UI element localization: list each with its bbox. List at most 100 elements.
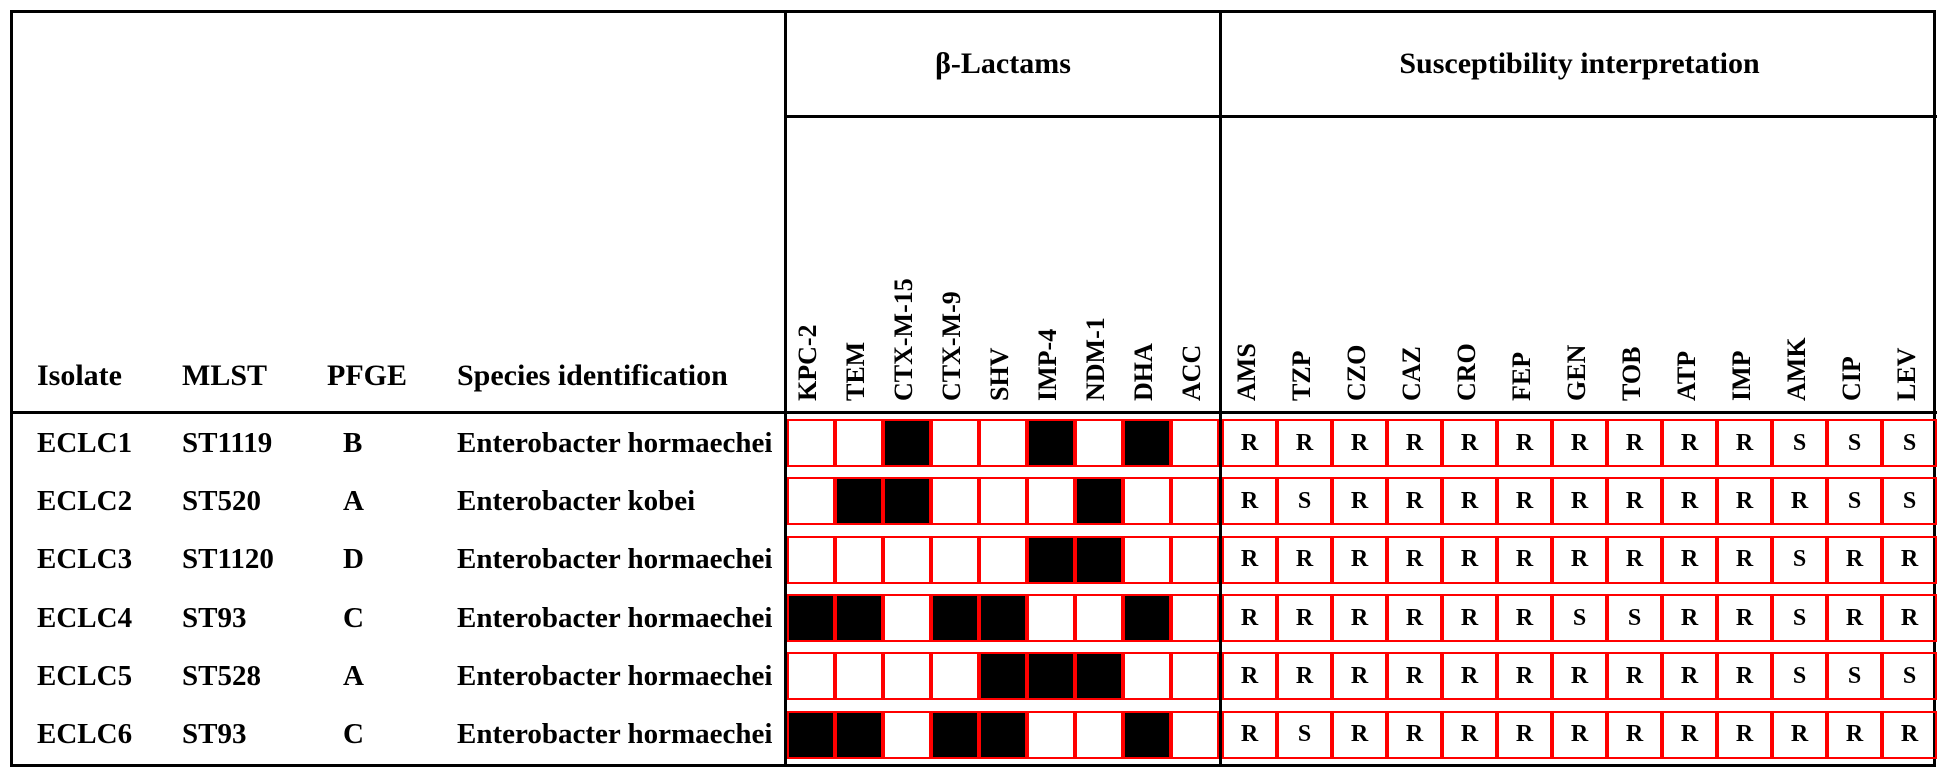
presence-cell (979, 477, 1027, 525)
susceptibility-cell: R (1882, 711, 1937, 759)
presence-cell (1171, 536, 1219, 584)
species-name: Enterobacter hormaechei (457, 602, 784, 635)
susceptibility-cell: R (1442, 594, 1497, 642)
header-mlst: MLST (182, 359, 327, 393)
mlst-value: ST93 (182, 718, 327, 751)
presence-cell (835, 536, 883, 584)
susceptibility-cell: R (1277, 594, 1332, 642)
presence-cell (835, 594, 883, 642)
presence-cell (787, 711, 835, 759)
susceptibility-title: Susceptibility interpretation (1222, 13, 1937, 118)
beta-lactam-grid (787, 414, 1219, 764)
susceptibility-cell: R (1277, 652, 1332, 700)
susceptibility-cell: R (1717, 536, 1772, 584)
presence-cell (1027, 477, 1075, 525)
susceptibility-cell: R (1332, 652, 1387, 700)
susceptibility-cell: R (1442, 419, 1497, 467)
presence-cell (1123, 536, 1171, 584)
susceptibility-cell: R (1552, 711, 1607, 759)
isolate-id: ECLC1 (37, 427, 182, 460)
mlst-value: ST93 (182, 602, 327, 635)
susceptibility-cell: R (1332, 594, 1387, 642)
left-data-area: ECLC1ST1119BEnterobacter hormaecheiECLC2… (13, 414, 784, 764)
susceptibility-cell: R (1607, 652, 1662, 700)
susceptibility-cell: R (1607, 711, 1662, 759)
isolate-id: ECLC3 (37, 543, 182, 576)
presence-cell (1123, 594, 1171, 642)
susceptibility-cell: R (1772, 477, 1827, 525)
beta-lactam-row (787, 472, 1219, 530)
susceptibility-cell: S (1772, 536, 1827, 584)
susceptibility-cell: R (1607, 477, 1662, 525)
presence-cell (1027, 594, 1075, 642)
presence-cell (1171, 711, 1219, 759)
susceptibility-cell: S (1552, 594, 1607, 642)
susceptibility-cell: R (1497, 711, 1552, 759)
column-label: KPC-2 (787, 141, 835, 401)
susceptibility-cell: R (1827, 711, 1882, 759)
susceptibility-cell: R (1387, 477, 1442, 525)
isolate-id: ECLC4 (37, 602, 182, 635)
beta-lactams-title: β-Lactams (787, 13, 1219, 118)
presence-cell (787, 536, 835, 584)
susceptibility-column-labels: AMSTZPCZOCAZCROFEPGENTOBATPIMPAMKCIPLEV (1222, 118, 1937, 414)
susceptibility-cell: R (1717, 711, 1772, 759)
table-container: Isolate MLST PFGE Species identification… (10, 10, 1936, 767)
column-label: CRO (1442, 141, 1497, 401)
beta-lactams-panel: β-Lactams KPC-2TEMCTX-M-15CTX-M-9SHVIMP-… (787, 13, 1222, 764)
susceptibility-cell: R (1662, 711, 1717, 759)
susceptibility-cell: R (1442, 536, 1497, 584)
susceptibility-row: RSRRRRRRRRRRR (1222, 706, 1937, 764)
mlst-value: ST1119 (182, 427, 327, 460)
susceptibility-cell: R (1387, 652, 1442, 700)
pfge-value: C (327, 602, 457, 635)
presence-cell (979, 594, 1027, 642)
column-label: TZP (1277, 141, 1332, 401)
presence-cell (1171, 594, 1219, 642)
susceptibility-cell: R (1772, 711, 1827, 759)
species-name: Enterobacter kobei (457, 485, 784, 518)
column-label: SHV (979, 141, 1027, 401)
left-column-headers: Isolate MLST PFGE Species identification (13, 13, 784, 414)
presence-cell (787, 419, 835, 467)
susceptibility-cell: R (1497, 652, 1552, 700)
presence-cell (1027, 711, 1075, 759)
presence-cell (1075, 711, 1123, 759)
presence-cell (1075, 594, 1123, 642)
beta-lactam-column-labels: KPC-2TEMCTX-M-15CTX-M-9SHVIMP-4NDM-1DHAA… (787, 118, 1219, 414)
susceptibility-cell: S (1882, 419, 1937, 467)
column-label: ATP (1662, 141, 1717, 401)
presence-cell (1075, 477, 1123, 525)
isolate-id: ECLC2 (37, 485, 182, 518)
susceptibility-cell: R (1717, 419, 1772, 467)
presence-cell (1027, 536, 1075, 584)
susceptibility-cell: R (1607, 419, 1662, 467)
presence-cell (1171, 652, 1219, 700)
column-label: IMP (1717, 141, 1772, 401)
susceptibility-cell: R (1552, 652, 1607, 700)
presence-cell (1123, 711, 1171, 759)
susceptibility-cell: R (1717, 477, 1772, 525)
isolate-id: ECLC5 (37, 660, 182, 693)
column-label: ACC (1171, 141, 1219, 401)
susceptibility-cell: R (1552, 477, 1607, 525)
isolate-row: ECLC2ST520AEnterobacter kobei (13, 472, 784, 530)
species-name: Enterobacter hormaechei (457, 427, 784, 460)
column-label: CZO (1332, 141, 1387, 401)
column-label: CAZ (1387, 141, 1442, 401)
susceptibility-cell: R (1827, 536, 1882, 584)
presence-cell (883, 477, 931, 525)
pfge-value: B (327, 427, 457, 460)
column-label: AMS (1222, 141, 1277, 401)
susceptibility-cell: R (1497, 419, 1552, 467)
susceptibility-cell: R (1552, 536, 1607, 584)
presence-cell (979, 711, 1027, 759)
susceptibility-cell: S (1277, 711, 1332, 759)
pfge-value: A (327, 660, 457, 693)
presence-cell (1075, 419, 1123, 467)
presence-cell (1027, 652, 1075, 700)
susceptibility-row: RRRRRRRRRRSRR (1222, 531, 1937, 589)
susceptibility-cell: R (1222, 536, 1277, 584)
susceptibility-cell: R (1882, 594, 1937, 642)
presence-cell (979, 419, 1027, 467)
